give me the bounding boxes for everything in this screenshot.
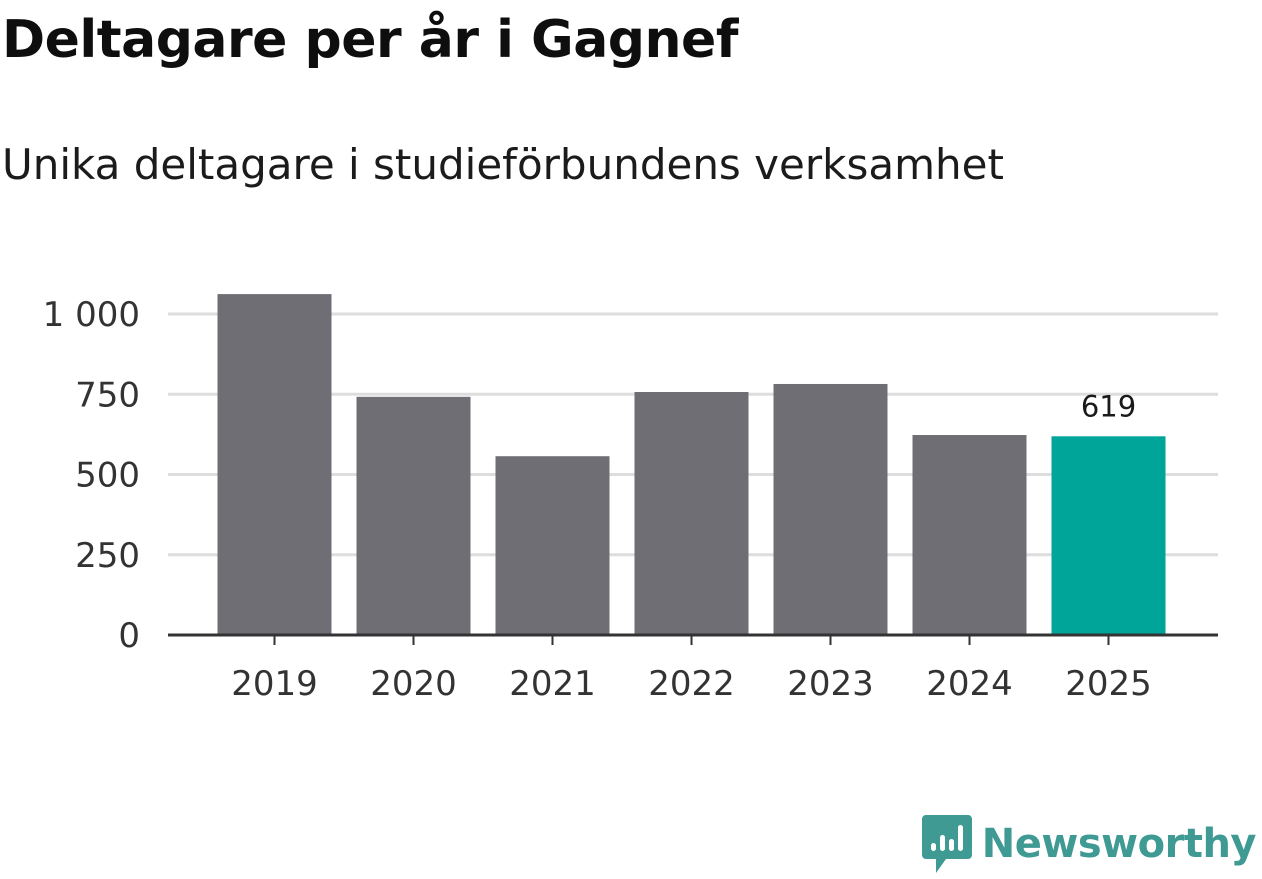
bar-2022 [634,392,749,635]
newsworthy-logo-text: Newsworthy [981,821,1257,867]
newsworthy-logo: Newsworthy [921,815,1257,873]
data-label: 619 [1081,389,1136,423]
y-tick-label: 1 000 [43,295,140,335]
newsworthy-logo-icon [921,815,972,873]
bar-2019 [217,294,332,635]
y-tick-label: 0 [118,616,140,656]
x-tick-label: 2022 [648,664,735,704]
x-tick-label: 2021 [509,664,596,704]
bar-2023 [773,383,888,635]
y-tick-label: 250 [75,536,140,576]
y-tick-label: 500 [75,456,140,496]
x-tick-label: 2024 [926,664,1013,704]
bar-2021 [495,456,610,635]
bar-2024 [912,435,1027,635]
bar-2025 [1051,436,1166,635]
x-tick-label: 2023 [787,664,874,704]
bar-2020 [356,396,471,635]
x-tick-label: 2020 [370,664,457,704]
x-tick-label: 2025 [1065,664,1152,704]
y-tick-label: 750 [75,375,140,415]
x-tick-label: 2019 [231,664,318,704]
chart-title: Deltagare per år i Gagnef [2,10,738,70]
chart-subtitle: Unika deltagare i studieförbundens verks… [2,140,1004,189]
